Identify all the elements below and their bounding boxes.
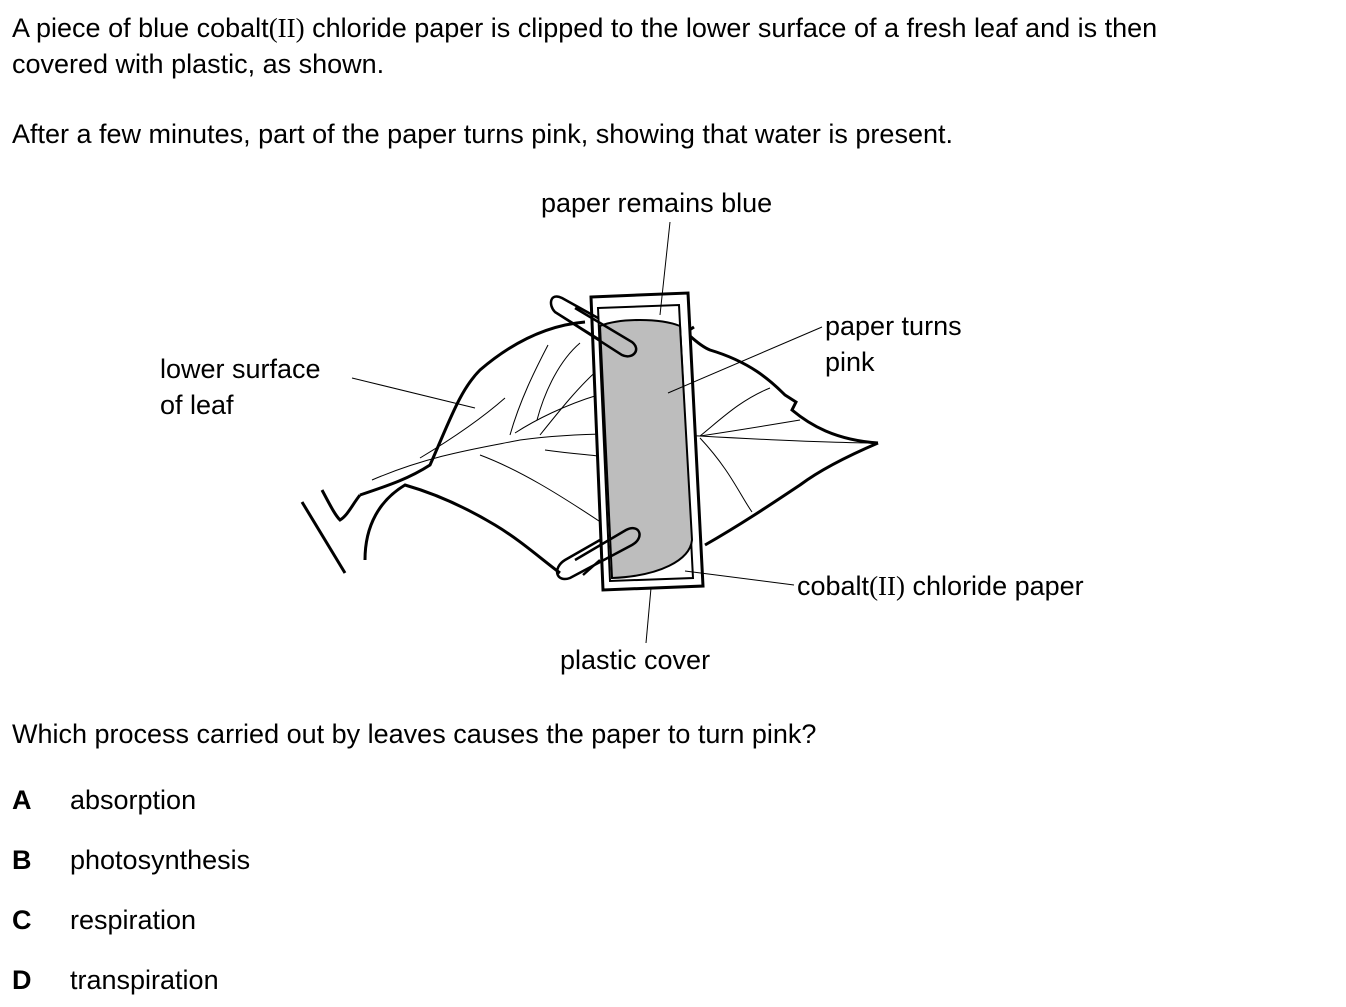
label-paper-turns-pink-2: pink <box>825 347 875 377</box>
label-cobalt-chloride-paper: cobalt(II) chloride paper <box>797 571 1084 601</box>
intro-line1-end: chloride paper is clipped to the lower s… <box>304 13 1158 43</box>
paper-clip-top <box>549 295 638 358</box>
option-text: photosynthesis <box>70 845 251 875</box>
label-paper-turns-pink-1: paper turns <box>825 311 962 341</box>
intro-roman-numeral: (II) <box>268 13 305 43</box>
label-lower-surface-2: of leaf <box>160 390 234 420</box>
observation-text: After a few minutes, part of the paper t… <box>12 119 953 149</box>
option-letter: D <box>12 965 32 995</box>
label-cobalt-roman: (II) <box>869 571 905 601</box>
leader-lines <box>351 221 823 644</box>
option-letter: C <box>12 905 32 935</box>
leaf-stalk <box>300 489 362 574</box>
paper-clip-bottom <box>555 527 641 581</box>
intro-text: A piece of blue cobalt(II) chloride pape… <box>12 10 1337 82</box>
label-lower-surface-1: lower surface <box>160 354 321 384</box>
option-text: transpiration <box>70 965 219 995</box>
option-text: respiration <box>70 905 197 935</box>
label-cobalt-end: chloride paper <box>905 571 1084 601</box>
option-text: absorption <box>70 785 197 815</box>
leaf-diagram: paper remains blue paper turns pink lowe… <box>160 188 1084 675</box>
option-letter: B <box>12 845 32 875</box>
label-plastic-cover: plastic cover <box>560 645 710 675</box>
intro-line1-start: A piece of blue cobalt <box>12 13 269 43</box>
question-text: Which process carried out by leaves caus… <box>12 719 817 749</box>
intro-line2: covered with plastic, as shown. <box>12 49 385 79</box>
label-paper-remains-blue: paper remains blue <box>541 188 772 218</box>
option-letter: A <box>12 785 32 815</box>
pink-region <box>598 319 694 580</box>
label-cobalt-start: cobalt <box>797 571 870 601</box>
